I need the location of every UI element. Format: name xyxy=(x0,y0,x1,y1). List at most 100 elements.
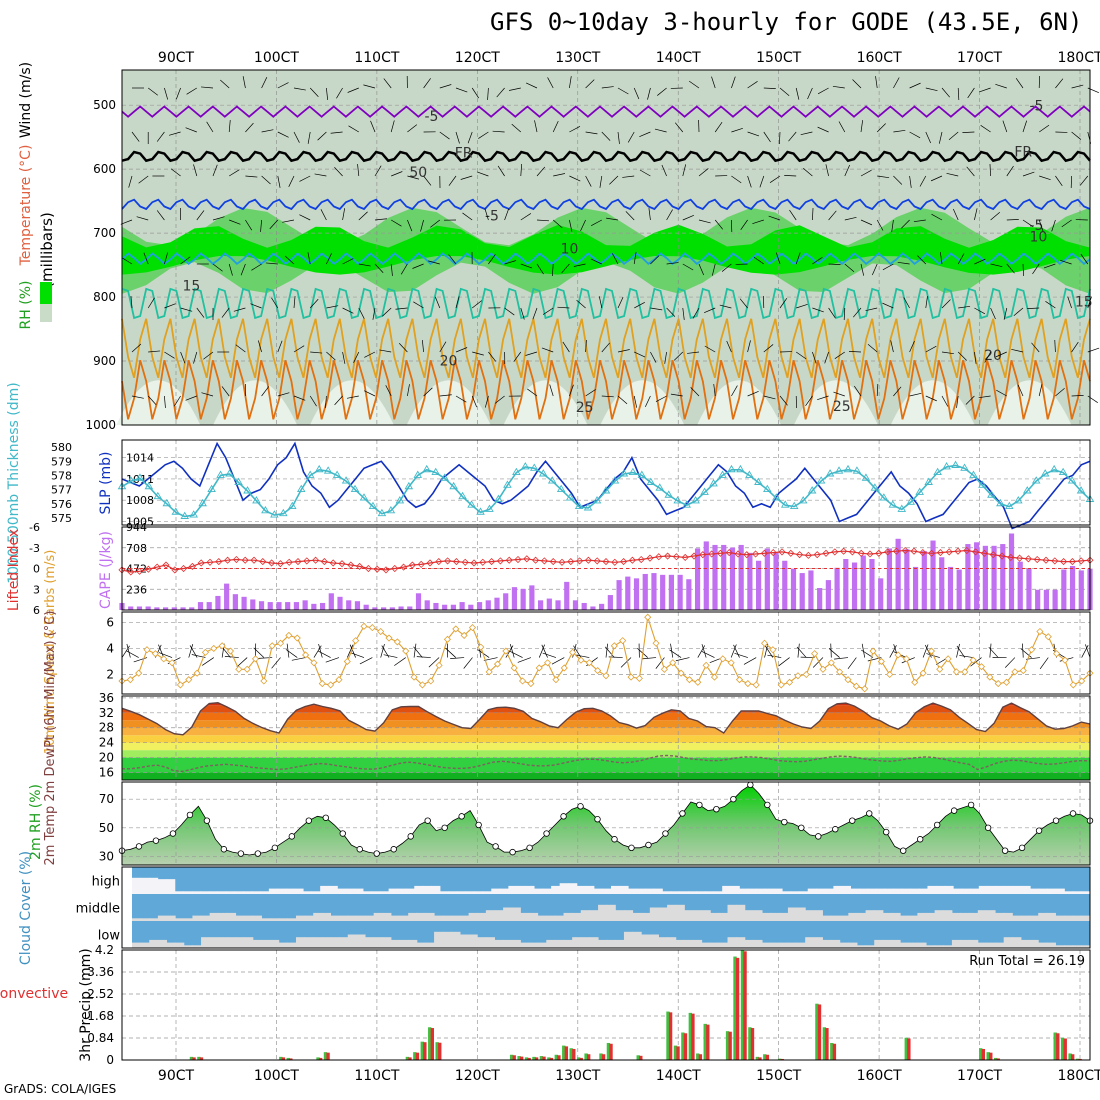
cloud-bar xyxy=(910,888,920,894)
wind-barb xyxy=(990,263,1003,268)
data-point xyxy=(831,548,839,556)
wind-barb xyxy=(1011,348,1024,353)
wind-barb xyxy=(714,219,724,230)
legend-convective: Convective xyxy=(0,986,68,1002)
cloud-bar xyxy=(701,942,711,948)
wind-barb xyxy=(1013,307,1024,316)
wind-barb xyxy=(909,82,921,89)
cloud-bar xyxy=(568,883,578,894)
wind-barb xyxy=(313,645,322,658)
cloud-bar xyxy=(662,891,672,894)
wind-barb xyxy=(797,643,800,658)
data-point xyxy=(978,480,987,488)
temp-bands xyxy=(122,702,1090,780)
contour-label: 10 xyxy=(561,242,579,258)
cloud-bar xyxy=(546,939,556,948)
wind-barb xyxy=(318,643,323,658)
wind-barb xyxy=(585,175,592,187)
cape-bar xyxy=(982,545,988,610)
cloud-bar xyxy=(718,912,729,921)
data-point xyxy=(677,669,685,677)
cloud-bar xyxy=(442,915,452,921)
data-point xyxy=(560,813,567,820)
data-point xyxy=(547,476,557,484)
cloud-bar xyxy=(926,912,936,921)
wind-barb xyxy=(342,208,346,221)
wind-barb xyxy=(1071,131,1082,140)
wind-barb xyxy=(1055,175,1063,187)
contour-label: 25 xyxy=(833,399,851,415)
wind-barb xyxy=(622,175,635,178)
data-point xyxy=(488,558,496,566)
data-point xyxy=(385,634,393,642)
data-point xyxy=(341,476,351,484)
wind-barb xyxy=(860,219,873,226)
precip-convective-bar xyxy=(549,1057,554,1060)
wind-barb xyxy=(382,307,392,317)
data-point xyxy=(747,781,754,789)
cloud-bar xyxy=(884,888,894,894)
cloud-bar xyxy=(927,885,937,894)
cloud-bar xyxy=(294,888,304,894)
data-point xyxy=(171,566,179,574)
wind-barb xyxy=(844,216,857,221)
data-point xyxy=(452,625,460,633)
wind-barb xyxy=(552,219,563,229)
precip-convective-bar xyxy=(423,1042,427,1060)
wind-barb xyxy=(843,307,846,321)
data-point xyxy=(752,550,760,558)
data-point xyxy=(644,613,652,621)
data-point xyxy=(844,676,852,684)
data-point xyxy=(135,473,145,481)
cloud-bar xyxy=(764,888,775,894)
wind-barb xyxy=(358,263,371,267)
wind-barb xyxy=(654,128,667,133)
data-point xyxy=(696,801,703,809)
cloud-bar xyxy=(390,915,401,921)
data-point xyxy=(916,836,924,843)
data-point xyxy=(894,651,902,659)
wind-barb xyxy=(852,79,862,89)
wind-barb xyxy=(547,77,554,89)
cloud-bar xyxy=(632,912,642,921)
wind-barb xyxy=(196,210,205,221)
wind-barb xyxy=(1004,657,1016,668)
cape-bar xyxy=(1026,568,1032,610)
wind-barb xyxy=(752,219,764,225)
wind-barb xyxy=(957,253,965,265)
cloud-bar xyxy=(1047,888,1057,894)
contour-label: -5 xyxy=(425,109,439,125)
data-point xyxy=(368,624,376,632)
wind-barb xyxy=(364,390,376,397)
cloud-bar xyxy=(978,885,988,894)
cloud-bar xyxy=(943,945,953,948)
cape-bar xyxy=(285,602,291,610)
wind-barb xyxy=(655,395,667,402)
wind-barb xyxy=(847,657,857,669)
cloud-bar xyxy=(563,939,573,948)
cloud-bar xyxy=(943,910,953,921)
cloud-bar xyxy=(736,937,746,948)
y-tick-pressure: 1000 xyxy=(85,418,116,432)
cloud-bar xyxy=(900,915,910,921)
precip-total-bar xyxy=(681,1032,685,1060)
wind-barb xyxy=(314,173,327,177)
wind-barb xyxy=(853,307,862,318)
time-label-top: 170CT xyxy=(957,50,1002,66)
dry-boundary-layer xyxy=(987,380,1072,425)
data-point xyxy=(225,469,234,477)
data-point xyxy=(407,833,414,840)
cloud-bar xyxy=(511,907,521,921)
cloud-bar xyxy=(773,888,783,894)
wind-barb xyxy=(925,87,938,92)
cape-bar xyxy=(825,580,831,610)
data-point xyxy=(628,844,635,852)
cloud-bar xyxy=(961,888,971,894)
wind-barb xyxy=(674,122,684,133)
wind-barb xyxy=(504,260,517,265)
data-point xyxy=(373,850,380,857)
cloud-bar xyxy=(434,931,444,948)
wind-barb xyxy=(277,82,289,89)
cloud-bar xyxy=(405,888,415,894)
cloud-bar xyxy=(330,937,340,948)
